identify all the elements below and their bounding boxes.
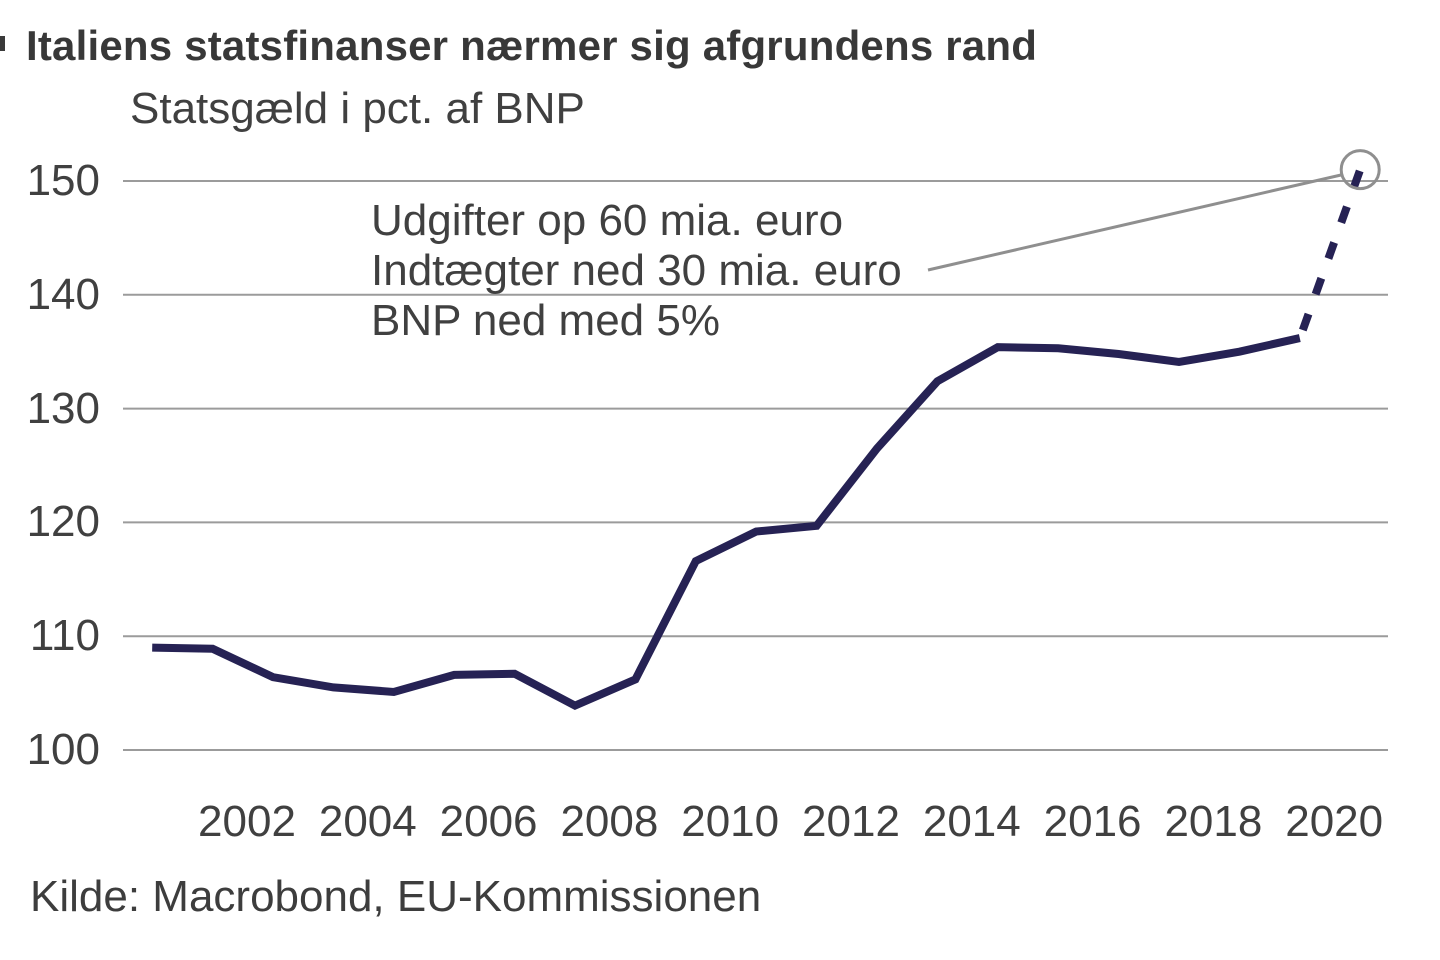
- x-tick-label-2002: 2002: [198, 797, 296, 846]
- annotation-line-gdp: BNP ned med 5%: [371, 296, 720, 345]
- x-tick-label-2008: 2008: [560, 797, 659, 846]
- y-tick-label-140: 140: [26, 269, 100, 319]
- x-tick-label-2012: 2012: [802, 797, 900, 846]
- x-tick-label-2006: 2006: [439, 797, 538, 846]
- y-tick-label-120: 120: [26, 497, 100, 547]
- annotation-callout-line: [927, 173, 1342, 272]
- chart-title: Italiens statsfinanser nærmer sig afgrun…: [26, 22, 1038, 69]
- forecast-dashed-line: [1299, 168, 1364, 332]
- x-tick-label-2010: 2010: [681, 797, 780, 846]
- y-tick-label-110: 110: [29, 611, 100, 661]
- edge-artifact: [0, 36, 5, 51]
- y-tick-label-130: 130: [26, 383, 100, 433]
- x-tick-label-2004: 2004: [318, 797, 417, 846]
- annotation-line-revenue: Indtægter ned 30 mia. euro: [371, 246, 902, 295]
- x-tick-label-2014: 2014: [922, 797, 1021, 846]
- forecast-marker-circle: [1339, 149, 1381, 191]
- debt-line: [152, 334, 1301, 711]
- annotation-line-expenses: Udgifter op 60 mia. euro: [371, 196, 844, 245]
- x-tick-label-2018: 2018: [1164, 797, 1263, 846]
- y-tick-label-100: 100: [26, 725, 100, 774]
- forecast-annotation: Udgifter op 60 mia. euro Indtægter ned 3…: [371, 196, 902, 346]
- x-tick-label-2016: 2016: [1043, 797, 1142, 846]
- source-credit: Kilde: Macrobond, EU-Kommissionen: [30, 872, 762, 921]
- x-tick-label-2020: 2020: [1285, 797, 1384, 846]
- y-tick-label-150: 150: [26, 156, 100, 205]
- chart-subtitle: Statsgæld i pct. af BNP: [130, 84, 585, 133]
